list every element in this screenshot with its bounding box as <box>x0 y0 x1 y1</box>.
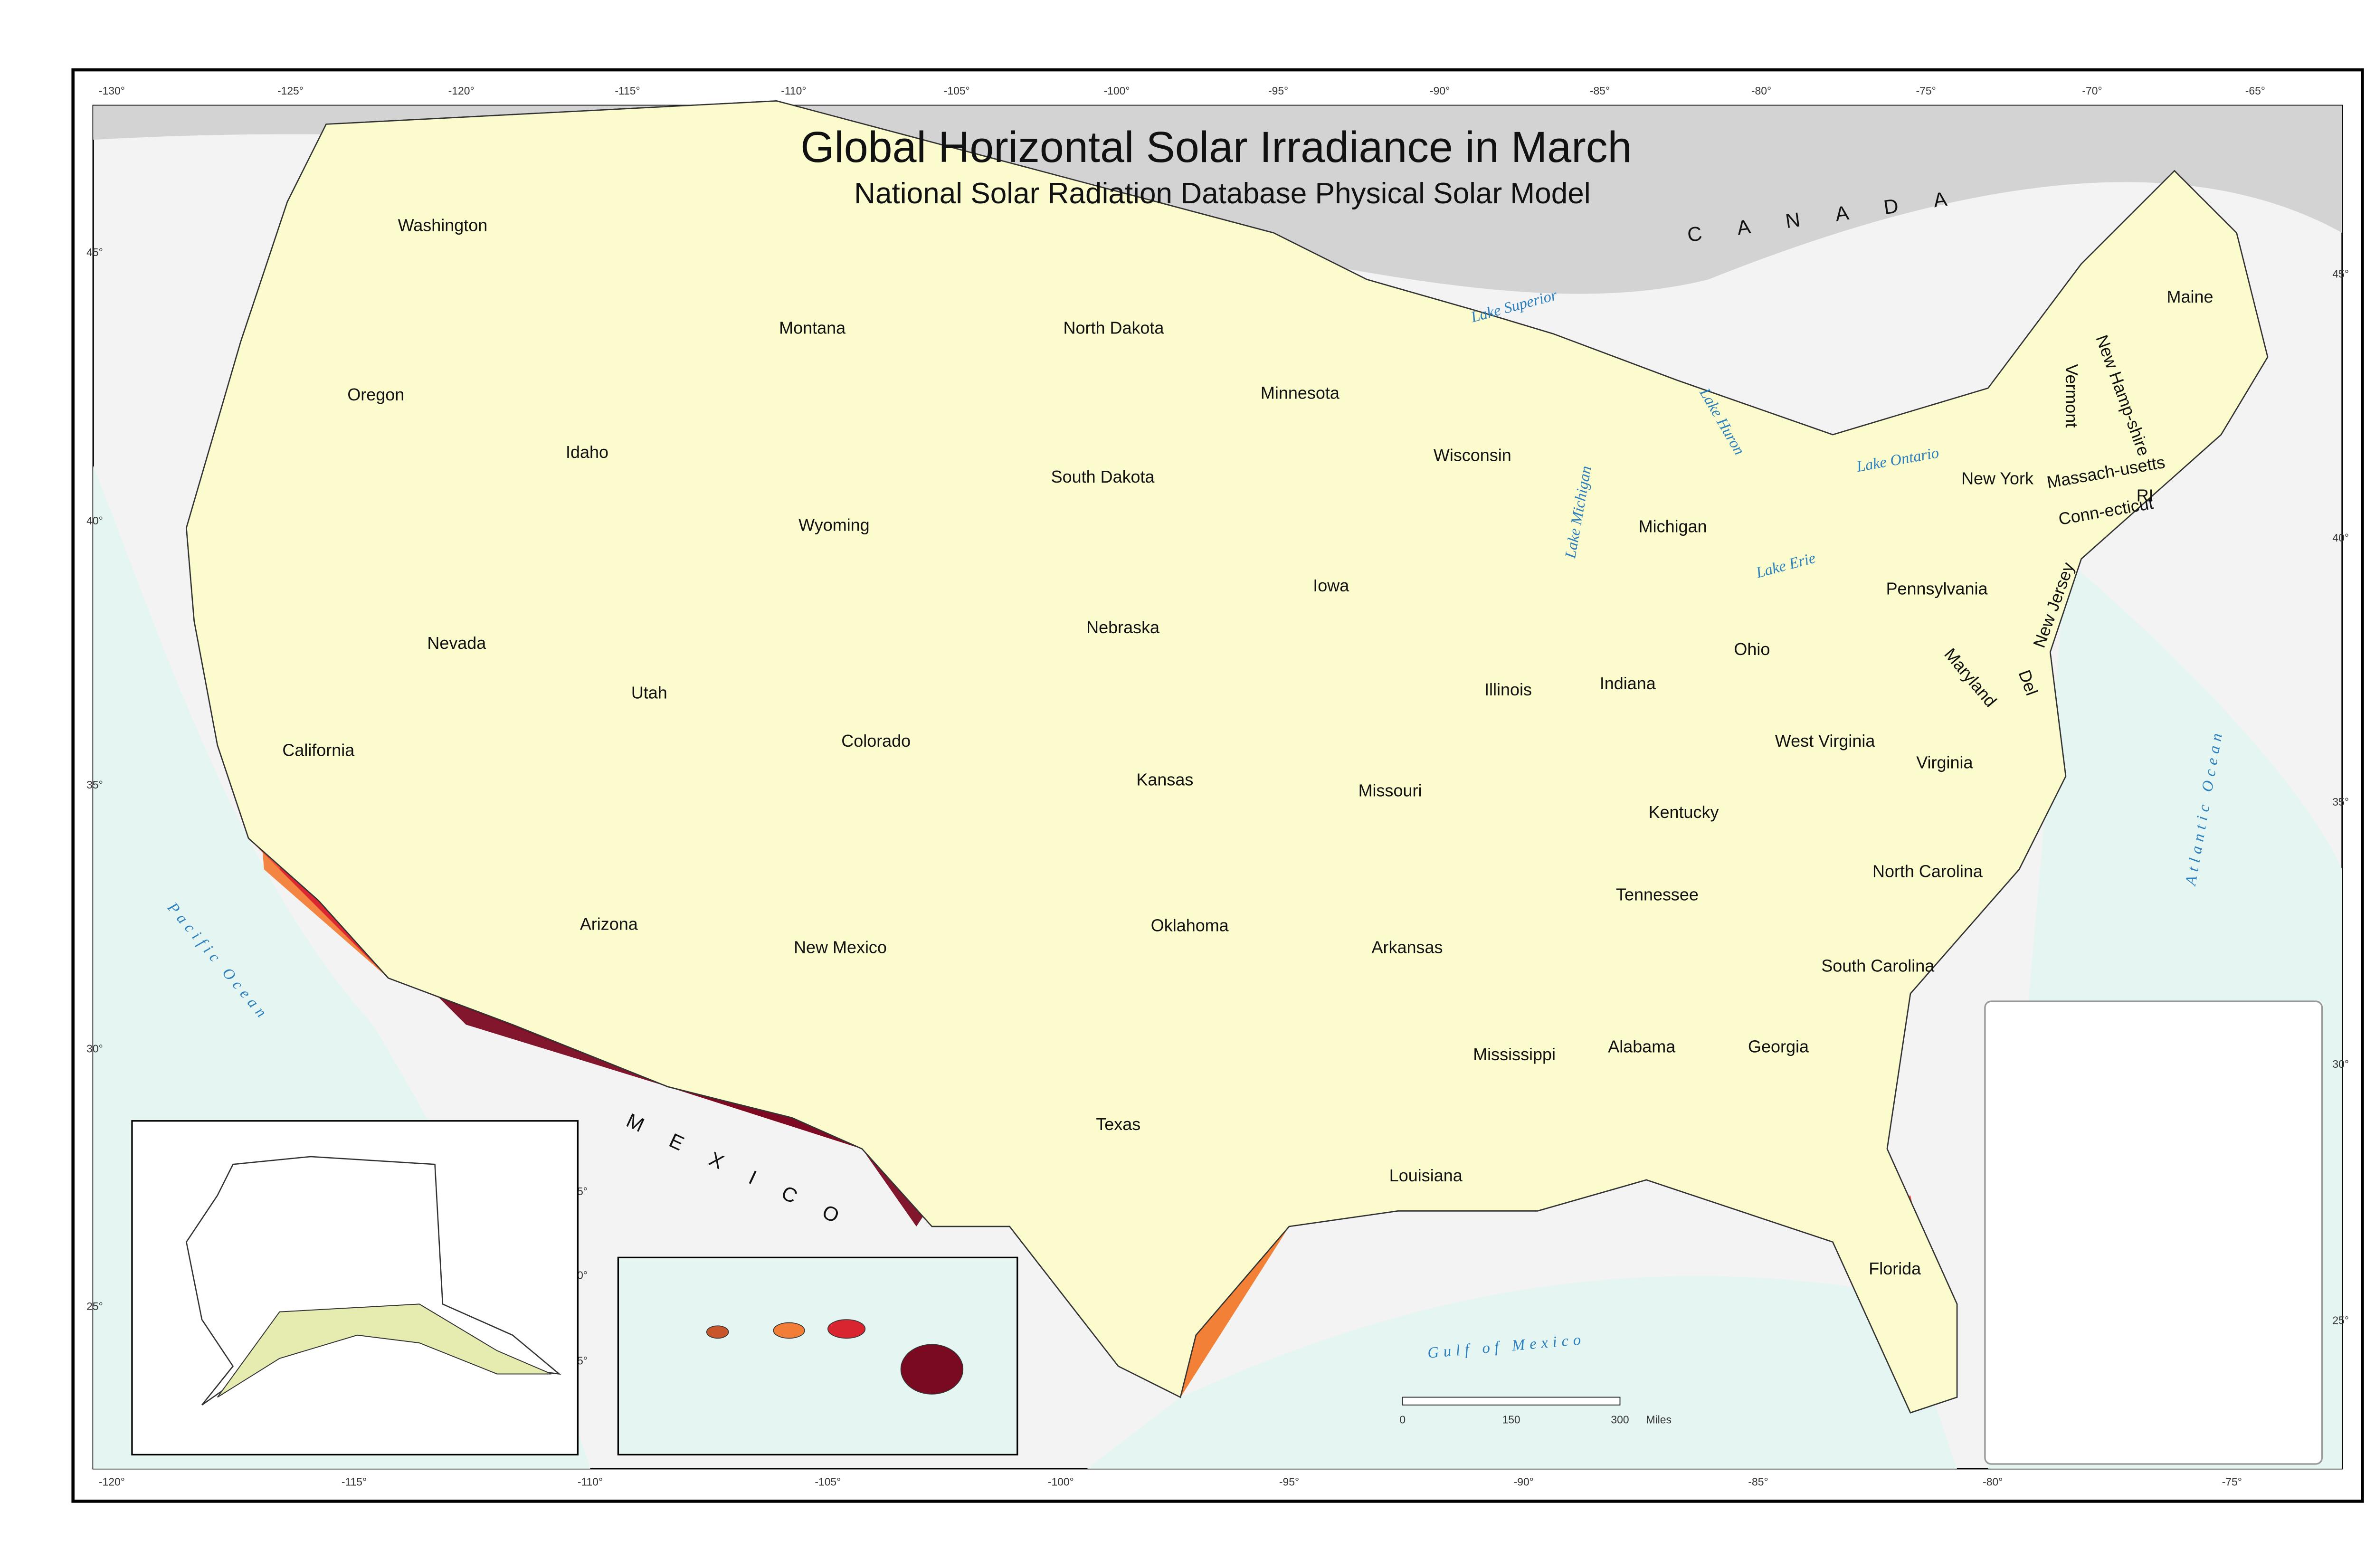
state-label: Virginia <box>1916 753 1973 772</box>
scale-label: 150 <box>1502 1414 1520 1426</box>
longitude-label: -65° <box>2245 85 2265 97</box>
state-label: Tennessee <box>1616 884 1699 904</box>
map-subtitle: National Solar Radiation Database Physic… <box>854 177 1591 210</box>
state-label: Alabama <box>1608 1037 1675 1056</box>
state-label: Illinois <box>1484 680 1532 699</box>
outer-frame <box>71 68 2364 1503</box>
state-label: Vermont <box>2062 364 2081 428</box>
state-label: North Carolina <box>1872 861 1983 881</box>
scale-unit: Miles <box>1646 1414 1672 1426</box>
irradiance-zones <box>186 100 2269 1414</box>
state-label: Nebraska <box>1086 618 1159 637</box>
longitude-label: -120° <box>448 85 475 97</box>
state-label: Arizona <box>580 914 638 933</box>
longitude-label: -85° <box>1590 85 1610 97</box>
island <box>706 1325 729 1339</box>
state-label: Mississippi <box>1473 1045 1556 1064</box>
latitude-label: 25° <box>86 1300 103 1312</box>
longitude-label: -70° <box>2082 85 2102 97</box>
state-label: Wyoming <box>798 515 870 534</box>
longitude-label: -125° <box>277 85 304 97</box>
state-label: South Dakota <box>1051 467 1155 486</box>
longitude-label: -80° <box>1751 85 1771 97</box>
longitude-label: -110° <box>781 85 806 97</box>
longitude-label: -75° <box>2222 1475 2242 1488</box>
longitude-label: -115° <box>342 1475 367 1488</box>
latitude-label: 30° <box>2332 1058 2349 1070</box>
longitude-label: -85° <box>1748 1475 1768 1488</box>
state-label: Kentucky <box>1649 802 1719 822</box>
legend-box <box>1984 1000 2323 1465</box>
state-label: Pennsylvania <box>1886 579 1988 598</box>
longitude-label: -100° <box>1104 85 1130 97</box>
state-label: Oklahoma <box>1151 916 1229 935</box>
longitude-label: -100° <box>1048 1475 1074 1488</box>
state-label: Minnesota <box>1261 383 1340 403</box>
state-label: Louisiana <box>1389 1166 1463 1185</box>
state-label: Arkansas <box>1372 937 1443 957</box>
island <box>900 1344 964 1395</box>
state-label: New York <box>1961 468 2034 488</box>
state-label: Oregon <box>347 385 404 404</box>
hawaii-islands <box>706 1319 964 1395</box>
state-label: North Dakota <box>1064 318 1164 337</box>
longitude-label: -115° <box>615 85 640 97</box>
state-label: Indiana <box>1600 674 1656 693</box>
state-label: Michigan <box>1639 517 1707 536</box>
longitude-label: -90° <box>1430 85 1450 97</box>
state-label: West Virginia <box>1775 731 1875 751</box>
latitude-label: 40° <box>86 514 103 527</box>
state-label: Kansas <box>1136 770 1193 789</box>
longitude-label: -75° <box>1916 85 1936 97</box>
scale-label: 0 <box>1399 1414 1406 1426</box>
longitude-label: -130° <box>99 85 125 97</box>
state-label: Nevada <box>427 633 486 653</box>
island <box>773 1322 805 1339</box>
longitude-label: -90° <box>1514 1475 1534 1488</box>
longitude-label: -95° <box>1279 1475 1299 1488</box>
alaska-south-zone <box>217 1303 552 1398</box>
latitude-label: 45° <box>2332 268 2349 280</box>
state-label: Montana <box>779 318 846 337</box>
longitude-label: -105° <box>944 85 970 97</box>
state-label: Ohio <box>1734 639 1770 659</box>
scale-label: 300 <box>1611 1414 1629 1426</box>
state-label: Georgia <box>1748 1037 1809 1056</box>
longitude-label: -80° <box>1983 1475 2003 1488</box>
longitude-label: -110° <box>578 1475 603 1488</box>
state-label: Washington <box>398 216 488 235</box>
state-label: New Mexico <box>794 937 887 957</box>
state-label: Florida <box>1869 1259 1921 1278</box>
state-label: Maine <box>2167 287 2214 306</box>
map-title: Global Horizontal Solar Irradiance in Ma… <box>800 123 1632 171</box>
gulf-of-mexico <box>1087 1276 1957 1469</box>
latitude-label: 25° <box>2332 1314 2349 1326</box>
latitude-label: 40° <box>2332 532 2349 544</box>
longitude-label: -120° <box>99 1475 125 1488</box>
state-label: Iowa <box>1313 576 1349 595</box>
state-label: Wisconsin <box>1434 445 1511 465</box>
latitude-label: 45° <box>86 246 103 258</box>
state-label: Texas <box>1096 1114 1140 1134</box>
scale-bar <box>1402 1397 1621 1406</box>
state-label: Missouri <box>1358 780 1422 800</box>
state-label: Idaho <box>566 442 608 462</box>
state-label: Colorado <box>841 731 911 751</box>
latitude-label: 35° <box>86 779 103 791</box>
state-label: South Carolina <box>1821 956 1934 976</box>
longitude-label: -95° <box>1268 85 1288 97</box>
state-label: RI <box>2137 485 2154 505</box>
state-label: Utah <box>631 683 667 702</box>
latitude-label: 30° <box>86 1042 103 1055</box>
longitude-label: -105° <box>815 1475 841 1488</box>
state-label: California <box>282 740 354 760</box>
latitude-label: 35° <box>2332 796 2349 808</box>
island <box>827 1319 866 1339</box>
